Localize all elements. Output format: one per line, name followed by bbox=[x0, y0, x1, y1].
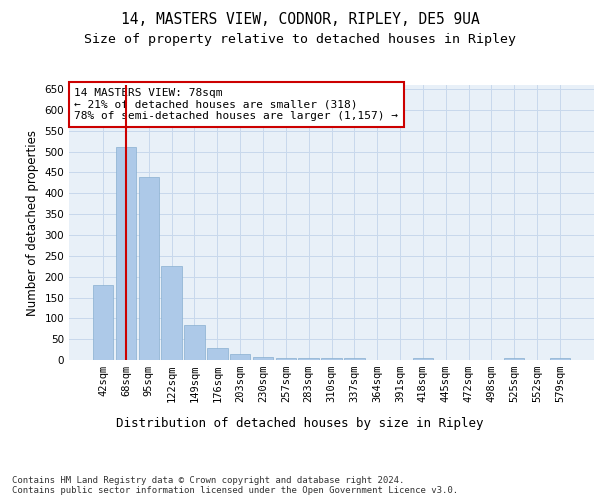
Bar bbox=[550, 358, 570, 360]
Bar bbox=[344, 358, 365, 360]
Bar bbox=[161, 266, 182, 360]
Y-axis label: Number of detached properties: Number of detached properties bbox=[26, 130, 39, 316]
Bar bbox=[184, 324, 205, 360]
Bar bbox=[298, 358, 319, 360]
Bar bbox=[253, 356, 273, 360]
Bar bbox=[504, 358, 524, 360]
Bar bbox=[321, 358, 342, 360]
Text: Distribution of detached houses by size in Ripley: Distribution of detached houses by size … bbox=[116, 418, 484, 430]
Bar bbox=[93, 285, 113, 360]
Text: 14, MASTERS VIEW, CODNOR, RIPLEY, DE5 9UA: 14, MASTERS VIEW, CODNOR, RIPLEY, DE5 9U… bbox=[121, 12, 479, 28]
Text: Size of property relative to detached houses in Ripley: Size of property relative to detached ho… bbox=[84, 32, 516, 46]
Bar bbox=[413, 358, 433, 360]
Text: Contains HM Land Registry data © Crown copyright and database right 2024.
Contai: Contains HM Land Registry data © Crown c… bbox=[12, 476, 458, 495]
Bar bbox=[275, 358, 296, 360]
Bar bbox=[139, 176, 159, 360]
Bar bbox=[116, 148, 136, 360]
Bar bbox=[207, 348, 227, 360]
Bar bbox=[230, 354, 250, 360]
Text: 14 MASTERS VIEW: 78sqm
← 21% of detached houses are smaller (318)
78% of semi-de: 14 MASTERS VIEW: 78sqm ← 21% of detached… bbox=[74, 88, 398, 121]
